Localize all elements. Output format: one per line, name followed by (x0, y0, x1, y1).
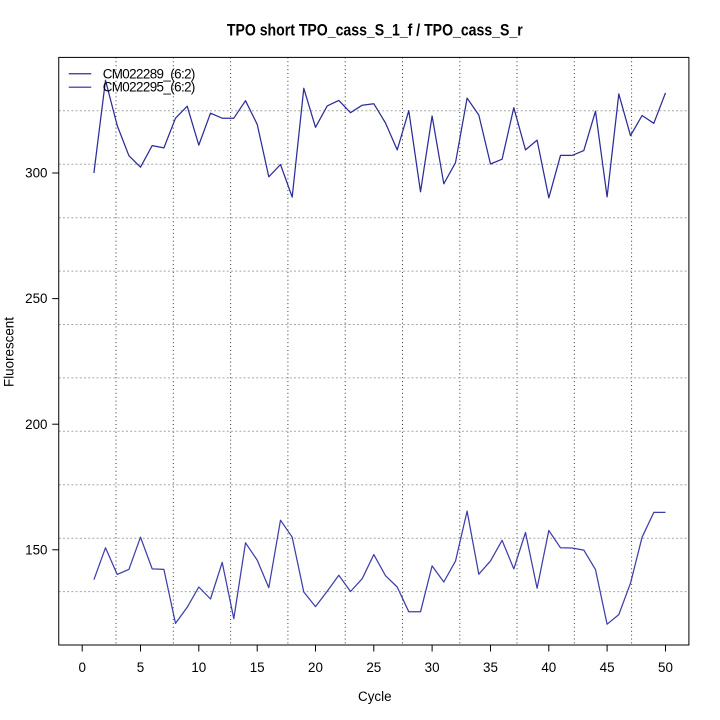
svg-text:5: 5 (137, 660, 144, 675)
svg-text:15: 15 (250, 660, 265, 675)
svg-text:35: 35 (483, 660, 498, 675)
svg-text:200: 200 (25, 417, 47, 432)
svg-text:250: 250 (25, 291, 47, 306)
svg-text:30: 30 (425, 660, 440, 675)
svg-text:20: 20 (308, 660, 323, 675)
svg-text:CM022295_(6:2): CM022295_(6:2) (103, 80, 195, 95)
svg-text:300: 300 (25, 166, 47, 181)
svg-text:150: 150 (25, 542, 47, 557)
svg-text:Fluorescent: Fluorescent (2, 317, 17, 387)
svg-text:TPO short TPO_cass_S_1_f / TPO: TPO short TPO_cass_S_1_f / TPO_cass_S_r (227, 22, 523, 40)
svg-text:0: 0 (78, 660, 85, 675)
svg-text:Cycle: Cycle (358, 689, 391, 704)
svg-text:25: 25 (366, 660, 381, 675)
svg-text:45: 45 (600, 660, 615, 675)
svg-text:50: 50 (658, 660, 673, 675)
svg-text:10: 10 (191, 660, 206, 675)
svg-text:CM022289_(6:2): CM022289_(6:2) (103, 66, 195, 81)
svg-text:40: 40 (541, 660, 556, 675)
